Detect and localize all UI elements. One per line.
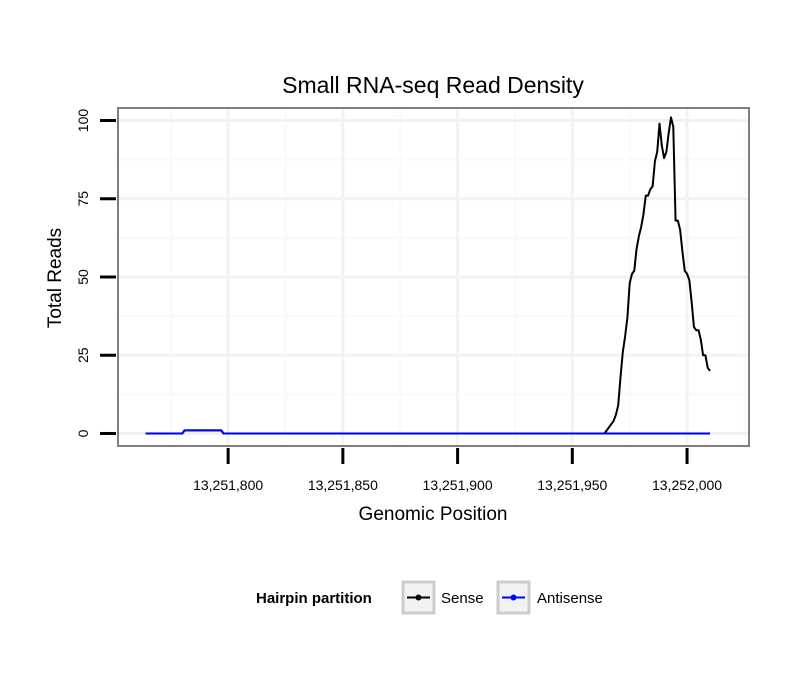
- y-tick-label: 75: [75, 191, 91, 207]
- y-axis-title: Total Reads: [45, 228, 66, 328]
- grid: [118, 108, 749, 446]
- ticks-layer: 13,251,800 13,251,850 13,251,900 13,251,950…: [75, 109, 722, 493]
- legend-marker-sense: [415, 594, 422, 601]
- y-tick-label: 50: [75, 269, 91, 285]
- x-tick-label: 13,251,800: [193, 477, 263, 493]
- y-tick-label: 0: [75, 429, 91, 437]
- series-layer: [145, 116, 711, 435]
- x-tick-label: 13,252,000: [652, 477, 722, 493]
- chart-title: Small RNA-seq Read Density: [282, 72, 584, 98]
- y-tick-label: 100: [75, 109, 91, 133]
- legend-label-antisense: Antisense: [537, 590, 603, 607]
- x-axis-title: Genomic Position: [359, 504, 508, 525]
- series-line-antisense: [145, 429, 710, 435]
- legend-label-sense: Sense: [441, 590, 484, 607]
- x-tick-label: 13,251,900: [423, 477, 493, 493]
- legend-title: Hairpin partition: [256, 590, 372, 607]
- x-tick-label: 13,251,950: [537, 477, 607, 493]
- series-line-sense: [145, 116, 711, 435]
- legend: Hairpin partition Sense Antisense: [256, 580, 603, 615]
- legend-marker-antisense: [510, 594, 517, 601]
- y-tick-label: 25: [75, 347, 91, 363]
- x-tick-label: 13,251,850: [308, 477, 378, 493]
- plot-panel-border: [117, 107, 750, 447]
